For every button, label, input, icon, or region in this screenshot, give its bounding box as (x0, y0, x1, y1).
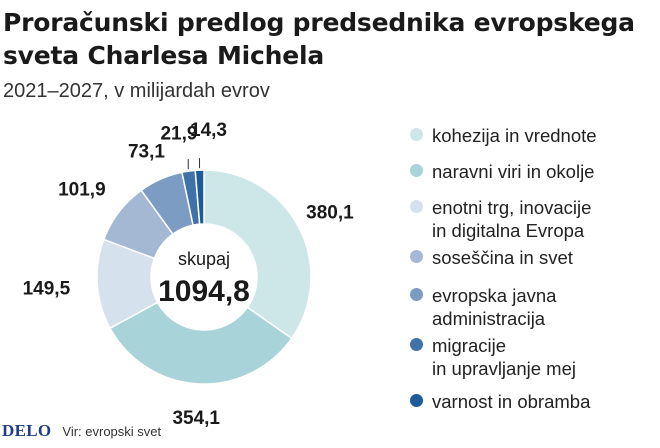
legend-item-1: naravni viri in okolje (410, 160, 652, 183)
legend-swatch-6 (410, 394, 423, 407)
source-note: Vir: evropski svet (62, 423, 162, 439)
legend-label-6: varnost in obramba (432, 391, 591, 412)
legend-swatch-2 (410, 200, 423, 213)
legend-swatch-1 (410, 164, 423, 177)
legend-label-5: migracije in upravljanje mej (432, 335, 576, 379)
legend-item-2: enotni trg, inovacije in digitalna Evrop… (410, 196, 652, 242)
value-label-4: 73,1 (128, 141, 165, 162)
chart-subtitle: 2021–2027, v milijardah evrov (3, 80, 270, 102)
value-label-3: 101,9 (58, 180, 106, 201)
legend-item-4: evropska javna administracija (410, 284, 652, 330)
center-label: skupaj (178, 249, 230, 269)
slice-1 (109, 301, 293, 385)
legend-label-0: kohezija in vrednote (432, 125, 597, 146)
legend-swatch-3 (410, 250, 423, 263)
legend-label-3: soseščina in svet (432, 247, 573, 268)
slice-6 (194, 169, 205, 225)
legend-swatch-5 (410, 338, 423, 351)
value-label-5: 21,9 (160, 123, 197, 144)
delo-logo: DELO (2, 421, 52, 440)
legend-item-5: migracije in upravljanje mej (410, 334, 652, 380)
legend-swatch-4 (410, 288, 423, 301)
chart-title: Proračunski predlog predsednika evropske… (3, 8, 635, 70)
slice-0 (203, 169, 312, 340)
legend-label-1: naravni viri in okolje (432, 161, 595, 182)
center-total: 1094,8 (158, 275, 250, 308)
legend-item-3: soseščina in svet (410, 246, 652, 269)
value-label-6: 14,3 (190, 120, 227, 141)
legend-label-2: enotni trg, inovacije in digitalna Evrop… (432, 197, 592, 241)
value-label-2: 149,5 (23, 279, 71, 300)
footer: DELO Vir: evropski svet (0, 420, 161, 442)
value-label-1: 354,1 (172, 408, 220, 429)
value-label-0: 380,1 (306, 202, 354, 223)
legend-item-0: kohezija in vrednote (410, 124, 652, 147)
legend-swatch-0 (410, 128, 423, 141)
legend-label-4: evropska javna administracija (432, 285, 557, 329)
legend-item-6: varnost in obramba (410, 390, 652, 413)
